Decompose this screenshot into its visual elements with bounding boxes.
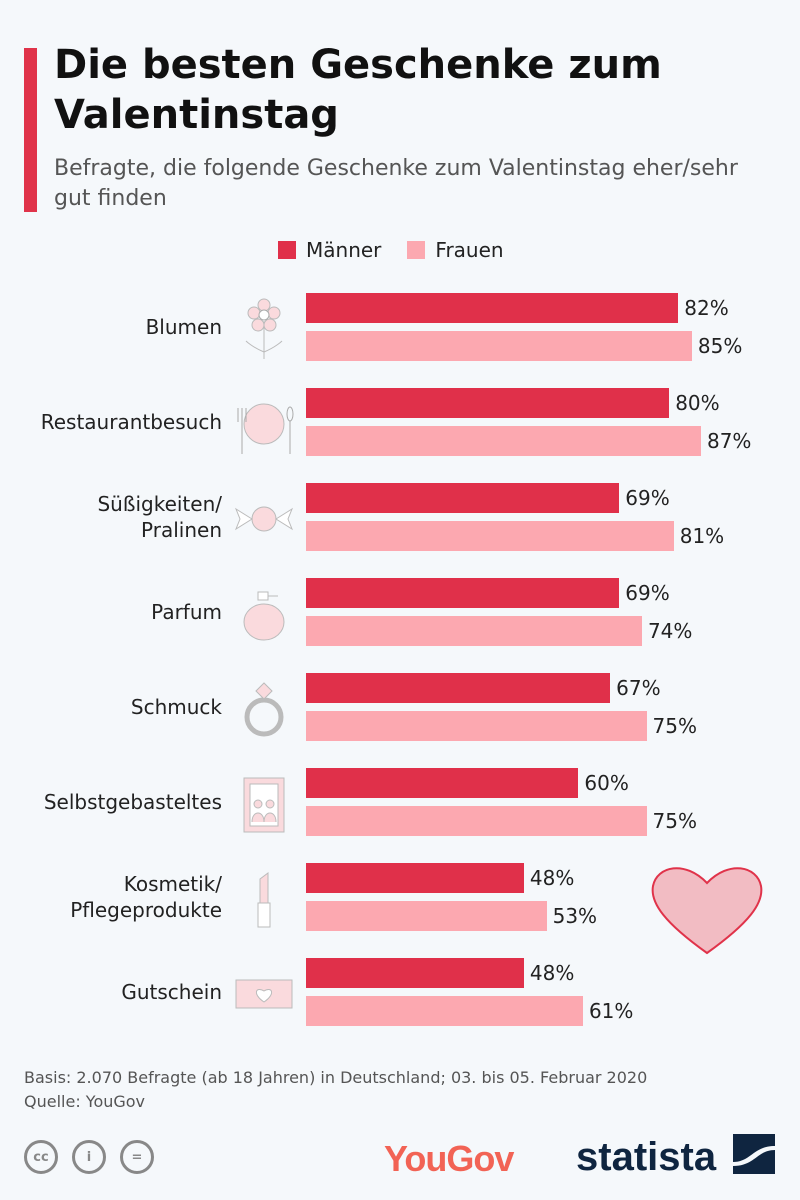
legend-item-maenner: Männer [278, 238, 381, 262]
bar-maenner [306, 293, 679, 323]
data-label: 60% [584, 771, 629, 795]
category-label: Restaurantbesuch [40, 410, 222, 434]
lipstick-icon [232, 867, 296, 931]
bar-frauen [306, 521, 674, 551]
heart-icon [651, 867, 763, 955]
data-label: 53% [552, 904, 598, 928]
data-label: 87% [706, 429, 752, 453]
picture-frame-icon [232, 772, 296, 836]
source-note: Quelle: YouGov [24, 1092, 146, 1111]
data-label: 81% [679, 524, 725, 548]
bar-maenner [306, 958, 524, 988]
category-label: Schmuck [130, 695, 222, 719]
data-label: 75% [652, 809, 697, 833]
legend: Männer Frauen [278, 238, 504, 262]
footer-notes: Basis: 2.070 Befragte (ab 18 Jahren) in … [24, 1066, 647, 1114]
category-label: Selbstgebasteltes [43, 790, 222, 814]
category-label: Süßigkeiten/Pralinen [97, 492, 222, 542]
cc-nd-icon[interactable]: = [120, 1140, 154, 1174]
bar-frauen [306, 901, 547, 931]
bar-frauen [306, 426, 701, 456]
bar-frauen [306, 616, 642, 646]
data-label: 80% [675, 391, 720, 415]
ring-icon [232, 677, 296, 741]
bar-frauen [306, 996, 583, 1026]
bar-maenner [306, 768, 579, 798]
flower-icon [232, 297, 296, 361]
data-label: 75% [652, 714, 697, 738]
chart-subtitle: Befragte, die folgende Geschenke zum Val… [54, 156, 738, 211]
cc-by-icon[interactable]: i [72, 1140, 106, 1174]
bar-frauen [306, 711, 647, 741]
data-label: 69% [625, 581, 670, 605]
data-label: 82% [684, 296, 729, 320]
bar-maenner [306, 483, 620, 513]
statista-mark-icon [733, 1134, 776, 1174]
bar-frauen [306, 331, 692, 361]
legend-item-frauen: Frauen [407, 238, 504, 262]
bar-frauen [306, 806, 647, 836]
category-label: Parfum [151, 600, 222, 624]
bar-maenner [306, 578, 620, 608]
data-label: 69% [625, 486, 670, 510]
candy-icon [232, 487, 296, 551]
bar-maenner [306, 673, 611, 703]
category-label: Blumen [145, 315, 222, 339]
bar-maenner [306, 863, 524, 893]
data-label: 67% [616, 676, 661, 700]
yougov-logo[interactable]: YouGov [384, 1138, 514, 1179]
plate-cutlery-icon [232, 392, 296, 456]
data-label: 48% [529, 961, 575, 985]
basis-note: Basis: 2.070 Befragte (ab 18 Jahren) in … [24, 1068, 648, 1087]
perfume-icon [232, 582, 296, 646]
statista-logo[interactable]: statista [576, 1134, 776, 1180]
accent-bar [24, 48, 37, 212]
data-label: 61% [588, 999, 634, 1023]
chart-title: Die besten Geschenke zum Valentinstag [54, 42, 662, 138]
data-label: 74% [647, 619, 693, 643]
cc-icon[interactable]: cc [24, 1140, 58, 1174]
data-label: 48% [529, 866, 575, 890]
voucher-icon [232, 962, 296, 1026]
category-label: Kosmetik/Pflegeprodukte [70, 872, 222, 922]
bar-maenner [306, 388, 670, 418]
data-label: 85% [697, 334, 743, 358]
category-label: Gutschein [121, 980, 222, 1004]
